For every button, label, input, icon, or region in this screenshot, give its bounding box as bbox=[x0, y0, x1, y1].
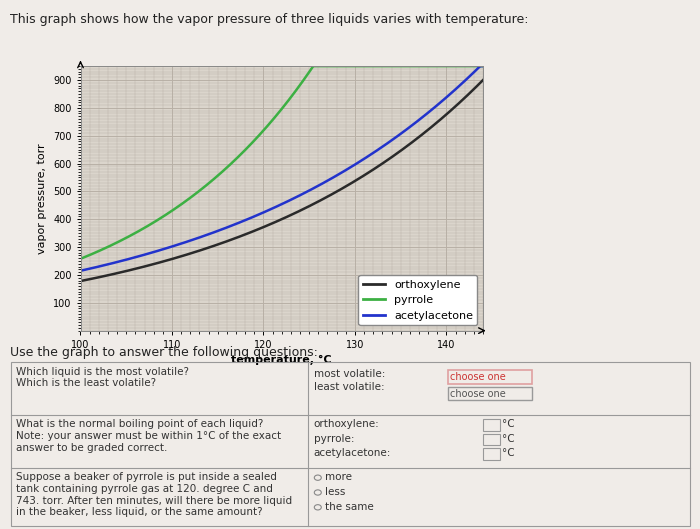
Y-axis label: vapor pressure, torr: vapor pressure, torr bbox=[37, 143, 48, 254]
Text: orthoxylene:: orthoxylene: bbox=[314, 419, 379, 430]
Text: Suppose a beaker of pyrrole is put inside a sealed
tank containing pyrrole gas a: Suppose a beaker of pyrrole is put insid… bbox=[16, 472, 292, 517]
Text: most volatile:: most volatile: bbox=[314, 369, 385, 379]
Text: pyrrole:: pyrrole: bbox=[314, 434, 354, 444]
Text: more: more bbox=[325, 472, 352, 482]
Text: °C: °C bbox=[502, 419, 514, 430]
Text: choose one: choose one bbox=[450, 372, 506, 382]
X-axis label: temperature, °C: temperature, °C bbox=[232, 355, 332, 366]
Text: °C: °C bbox=[502, 434, 514, 444]
Text: choose one: choose one bbox=[450, 389, 506, 399]
Text: acetylacetone:: acetylacetone: bbox=[314, 448, 391, 458]
Legend: orthoxylene, pyrrole, acetylacetone: orthoxylene, pyrrole, acetylacetone bbox=[358, 275, 477, 325]
Text: °C: °C bbox=[502, 448, 514, 458]
Text: Which liquid is the most volatile?
Which is the least volatile?: Which liquid is the most volatile? Which… bbox=[16, 367, 189, 388]
Text: least volatile:: least volatile: bbox=[314, 382, 384, 393]
Text: This graph shows how the vapor pressure of three liquids varies with temperature: This graph shows how the vapor pressure … bbox=[10, 13, 529, 26]
Text: What is the normal boiling point of each liquid?
Note: your answer must be withi: What is the normal boiling point of each… bbox=[16, 419, 281, 453]
Text: Use the graph to answer the following questions:: Use the graph to answer the following qu… bbox=[10, 346, 318, 360]
Text: the same: the same bbox=[325, 502, 374, 512]
Text: less: less bbox=[325, 487, 345, 497]
